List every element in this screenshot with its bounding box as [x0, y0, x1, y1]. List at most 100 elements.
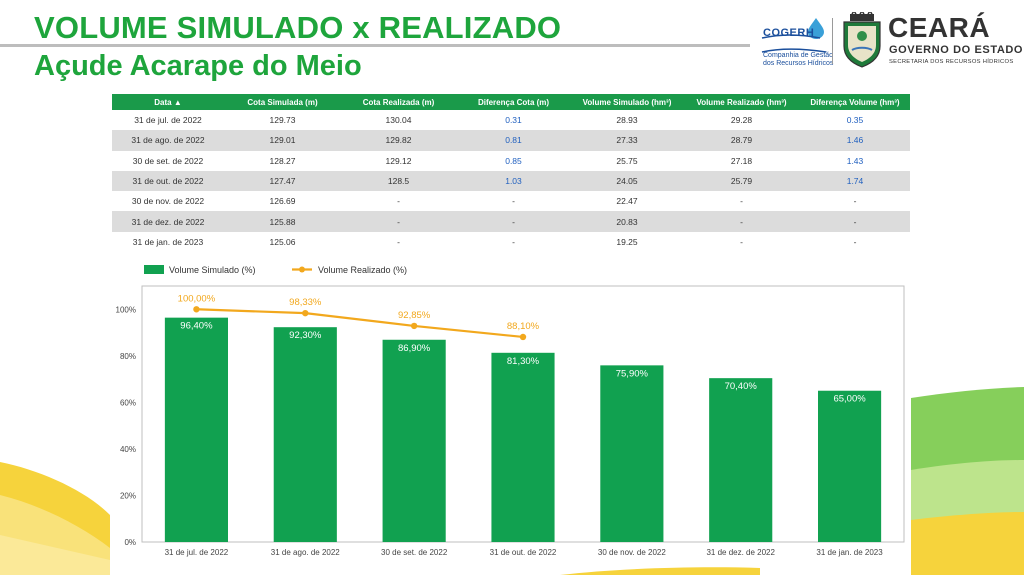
table-cell: 28.79 — [683, 130, 800, 151]
table-cell: 129.73 — [269, 115, 296, 126]
table-cell: 127.47 — [224, 170, 341, 192]
table-cell: 31 de jul. de 2022 — [134, 115, 202, 126]
table-cell: - — [512, 196, 515, 207]
line-point — [410, 322, 418, 330]
cogerh-logo — [761, 18, 827, 53]
bar-data-label: 65,00% — [833, 394, 866, 405]
column-header-volume-realizado[interactable]: Volume Realizado (hm³) — [683, 94, 800, 110]
bar-data-label: 96,40% — [180, 321, 213, 332]
bar-data-label: 70,40% — [725, 381, 758, 392]
table-cell: 19.25 — [616, 236, 638, 247]
bar-data-label: 92,30% — [289, 330, 322, 341]
page-title: VOLUME SIMULADO x REALIZADO — [34, 10, 562, 45]
bar — [709, 378, 773, 542]
bar — [818, 390, 882, 542]
table-header-row: Data ▲ Cota Simulada (m) Cota Realizada … — [112, 94, 910, 110]
table-cell: 126.69 — [269, 196, 296, 207]
table-cell: - — [512, 236, 515, 247]
x-tick-label: 31 de out. de 2022 — [490, 548, 557, 557]
column-header-diferenca-volume[interactable]: Diferença Volume (hm³) — [800, 94, 910, 110]
bar-data-label: 75,90% — [616, 368, 649, 379]
legend-swatch-volume-simulado — [144, 265, 164, 274]
table-cell: - — [341, 211, 456, 232]
table-cell: 28.93 — [616, 115, 638, 126]
table-cell: 31 de dez. de 2022 — [112, 211, 224, 232]
data-table: Data ▲ Cota Simulada (m) Cota Realizada … — [112, 94, 910, 252]
line-data-label: 98,33% — [289, 297, 322, 308]
column-header-cota-realizada[interactable]: Cota Realizada (m) — [341, 94, 456, 110]
y-tick-label: 80% — [120, 352, 136, 361]
x-tick-label: 31 de dez. de 2022 — [706, 548, 775, 557]
legend-label-volume-realizado: Volume Realizado (%) — [318, 265, 407, 275]
volume-chart: 0% 20% 40% 60% 80% 100% 96,40% 92,30% 86,90% 81,3… — [116, 265, 905, 557]
column-header-diferenca-cota[interactable]: Diferença Cota (m) — [456, 94, 571, 110]
table-row: 31 de out. de 2022 127.47 128.5 1.03 24.… — [112, 170, 910, 192]
table-cell: - — [397, 196, 400, 207]
x-tick-label: 31 de jan. de 2023 — [816, 548, 883, 557]
table-cell: 27.33 — [571, 130, 683, 151]
table-cell: - — [800, 211, 910, 232]
title-divider — [0, 44, 750, 47]
table-cell: 0.31 — [505, 115, 522, 126]
table-row: 31 de jul. de 2022 129.73 130.04 0.31 28… — [112, 110, 910, 130]
y-tick-label: 0% — [124, 538, 136, 547]
cogerh-name: COGERH — [763, 27, 815, 39]
table-row: 30 de set. de 2022 128.27 129.12 0.85 25… — [112, 151, 910, 171]
bar — [164, 317, 228, 542]
table-cell: 129.82 — [341, 130, 456, 151]
page-subtitle: Açude Acarape do Meio — [34, 50, 362, 82]
table-cell: 130.04 — [385, 115, 412, 126]
logo-divider — [832, 18, 833, 64]
table-cell: - — [683, 211, 800, 232]
table-cell: 30 de set. de 2022 — [132, 155, 204, 166]
column-header-volume-simulado[interactable]: Volume Simulado (hm³) — [571, 94, 683, 110]
table-cell: 1.43 — [846, 155, 864, 166]
bar — [273, 327, 337, 542]
table-cell: 24.05 — [571, 170, 683, 192]
line-data-label: 92,85% — [398, 310, 431, 321]
legend-marker-volume-realizado — [299, 266, 305, 273]
table-cell: 129.01 — [224, 130, 341, 151]
table-cell: 25.79 — [683, 170, 800, 192]
table-cell: 25.75 — [616, 155, 638, 166]
y-tick-label: 60% — [120, 398, 136, 407]
table-cell: 22.47 — [616, 196, 638, 207]
table-row: 31 de jan. de 2023 125.06 - - 19.25 - - — [112, 232, 910, 252]
cogerh-subtitle-1: Companhia de Gestão — [763, 52, 834, 59]
x-tick-label: 31 de jul. de 2022 — [165, 548, 229, 557]
cogerh-subtitle-2: dos Recursos Hídricos — [763, 60, 834, 67]
chart-container: 0% 20% 40% 60% 80% 100% 96,40% 92,30% 86,90% 81,3… — [112, 256, 911, 564]
line-point — [193, 306, 200, 313]
column-header-cota-simulada[interactable]: Cota Simulada (m) — [224, 94, 341, 110]
table-cell: 125.88 — [224, 211, 341, 232]
y-tick-label: 100% — [116, 305, 136, 314]
table-cell: - — [740, 236, 743, 247]
table-row: 31 de dez. de 2022 125.88 - - 20.83 - - — [112, 211, 910, 232]
table-cell: 129.12 — [385, 155, 412, 166]
column-header-date[interactable]: Data ▲ — [112, 94, 224, 110]
table-cell: 0.35 — [846, 115, 864, 126]
ceara-government: GOVERNO DO ESTADO — [889, 44, 1024, 56]
x-tick-label: 31 de ago. de 2022 — [271, 548, 341, 557]
table-cell: 0.81 — [456, 130, 571, 151]
ceara-seal-icon — [843, 12, 881, 68]
bar — [382, 339, 446, 542]
table-cell: 31 de jan. de 2023 — [132, 236, 204, 247]
table-row: 30 de nov. de 2022 126.69 - - 22.47 - - — [112, 191, 910, 211]
y-tick-label: 20% — [120, 491, 136, 500]
table-cell: 29.28 — [730, 115, 753, 126]
legend-label-volume-simulado: Volume Simulado (%) — [169, 265, 256, 275]
table-row: 31 de ago. de 2022 129.01 129.82 0.81 27… — [112, 130, 910, 151]
table-cell: 0.85 — [505, 155, 522, 166]
bar — [491, 352, 555, 542]
line-point — [302, 309, 309, 317]
x-tick-label: 30 de nov. de 2022 — [598, 548, 666, 557]
line-data-label: 88,10% — [507, 321, 540, 332]
table-cell: 31 de ago. de 2022 — [112, 130, 224, 151]
ceara-secretariat: SECRETARIA DOS RECURSOS HÍDRICOS — [889, 59, 1014, 65]
table-cell: 125.06 — [269, 236, 296, 247]
table-cell: 128.5 — [341, 170, 456, 192]
table-cell: - — [853, 196, 857, 207]
table-cell: - — [853, 236, 857, 247]
